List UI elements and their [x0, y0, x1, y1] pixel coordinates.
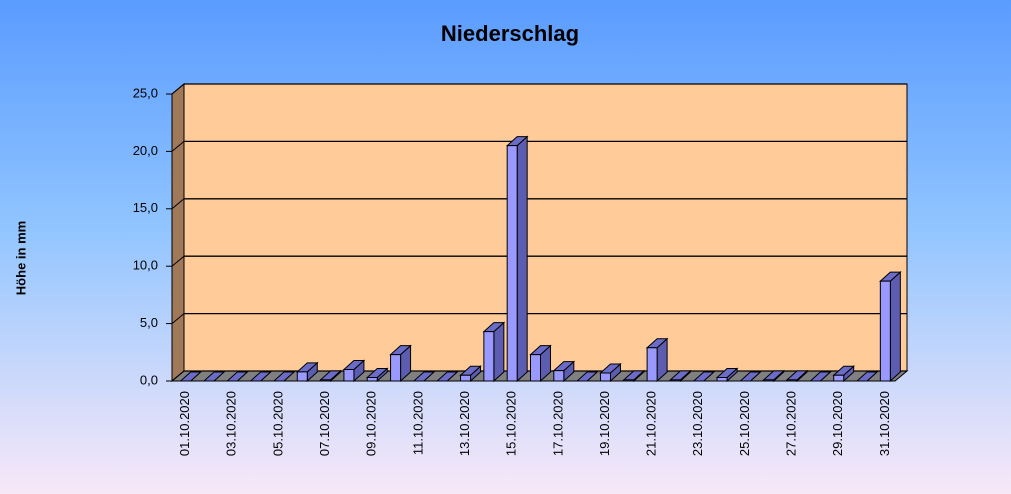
bar	[389, 344, 412, 383]
grid-line-side	[171, 313, 185, 324]
bar	[249, 371, 272, 382]
bar	[365, 367, 389, 383]
y-axis-label: Höhe in mm	[13, 221, 28, 295]
bar	[762, 369, 786, 383]
bar-front	[786, 379, 798, 382]
bar	[809, 371, 832, 382]
bar-front	[833, 374, 845, 382]
side-wall	[171, 82, 185, 383]
bar	[669, 369, 692, 383]
x-tick-label: 13.10.2020	[457, 391, 472, 456]
y-tick-label: 15,0	[133, 200, 158, 215]
y-tick-label: 25,0	[133, 85, 158, 100]
bar-front	[506, 145, 518, 382]
bar	[342, 359, 366, 383]
bar	[505, 135, 529, 383]
x-tick-label: 11.10.2020	[410, 391, 425, 455]
bar	[855, 371, 879, 382]
bar-front	[599, 372, 611, 382]
bar-front	[646, 347, 658, 382]
bar	[692, 371, 716, 382]
bar	[319, 369, 342, 383]
bar-front	[366, 377, 378, 382]
x-tick-label: 17.10.2020	[550, 391, 565, 456]
y-tick-label: 10,0	[133, 258, 158, 273]
back-wall	[183, 83, 908, 372]
bar	[412, 371, 436, 382]
bar	[879, 271, 902, 383]
bar	[482, 321, 506, 383]
bar-front	[716, 377, 728, 382]
x-tick-label: 27.10.2020	[783, 391, 798, 456]
x-tick-label: 29.10.2020	[830, 391, 845, 456]
x-tick-label: 07.10.2020	[317, 391, 332, 456]
bar	[226, 371, 249, 382]
bar	[739, 371, 762, 382]
bar-side	[493, 321, 505, 383]
chart-title: Niederschlag	[441, 21, 579, 46]
x-tick-label: 09.10.2020	[364, 391, 379, 456]
bar	[622, 369, 646, 383]
bar	[272, 371, 296, 382]
x-tick-label: 25.10.2020	[737, 391, 752, 456]
bar	[295, 361, 319, 383]
bar-side	[889, 271, 901, 383]
bar-front	[296, 371, 308, 382]
x-tick-label: 21.10.2020	[644, 391, 659, 456]
grid-line-side	[171, 255, 185, 267]
bar-side	[516, 135, 528, 383]
bar-front	[343, 369, 355, 382]
bar	[552, 360, 576, 383]
bar	[715, 367, 739, 383]
bar-front	[390, 354, 402, 382]
bar-front	[879, 280, 891, 382]
y-tick-label: 20,0	[133, 143, 158, 158]
x-tick-label: 15.10.2020	[504, 391, 519, 456]
y-tick-label: 5,0	[140, 315, 158, 330]
grid-line-side	[171, 141, 185, 152]
x-tick-label: 05.10.2020	[270, 391, 285, 456]
bar-front	[763, 379, 775, 382]
grid-line-side	[171, 83, 185, 95]
bar-front	[320, 379, 332, 382]
x-tick-label: 01.10.2020	[177, 391, 192, 456]
bar-front	[623, 379, 635, 382]
y-tick-label: 0,0	[140, 372, 158, 387]
x-tick-label: 19.10.2020	[597, 391, 612, 456]
bar-front	[669, 379, 681, 382]
bar	[575, 371, 599, 382]
bar	[202, 371, 226, 382]
bar	[435, 371, 459, 382]
bar	[832, 365, 855, 383]
bar	[599, 362, 622, 383]
bar	[179, 371, 202, 382]
bar-front	[553, 370, 565, 382]
bar-front	[483, 331, 495, 382]
x-tick-label: 03.10.2020	[224, 391, 239, 456]
bar	[785, 369, 809, 383]
bar	[459, 365, 482, 383]
bar	[529, 344, 552, 383]
bar-front	[460, 374, 472, 382]
bar	[645, 337, 669, 383]
bar-front	[530, 354, 541, 382]
grid-line-side	[171, 198, 185, 210]
grid-line-side	[171, 370, 185, 382]
x-tick-label: 23.10.2020	[690, 391, 705, 456]
x-tick-label: 31.10.2020	[877, 391, 892, 456]
